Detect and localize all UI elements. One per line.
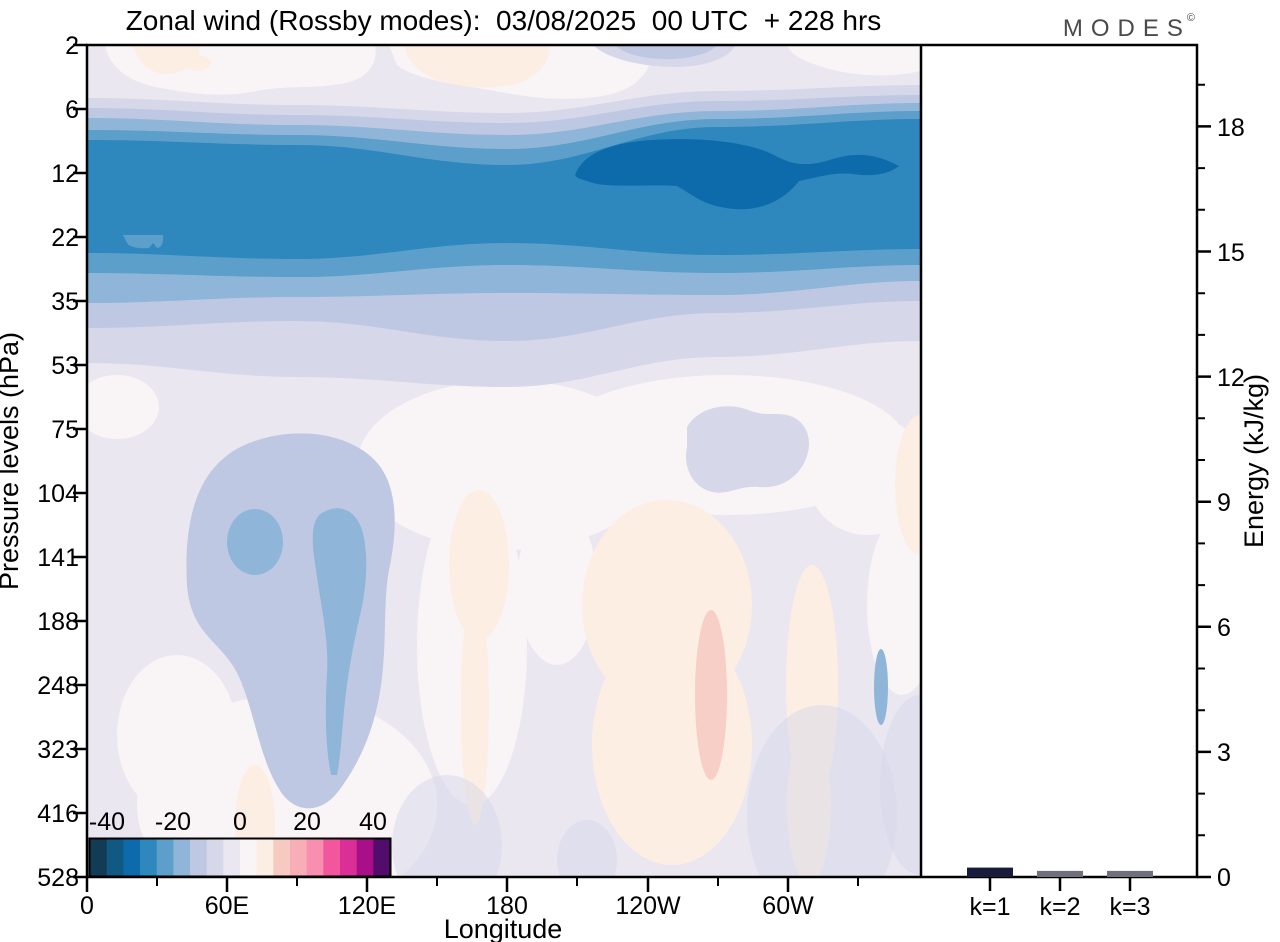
colorbar-tick-label: 40 [359, 808, 387, 836]
contour-jet-minimum [575, 139, 899, 210]
colorbar-cell [223, 839, 241, 876]
x-axis-title: Longitude [444, 914, 563, 942]
colorbar-cell [123, 839, 141, 876]
energy-bar [1037, 870, 1083, 877]
colorbar-cell [240, 839, 258, 876]
colorbar-cell [256, 839, 274, 876]
contour-white-region [87, 375, 159, 439]
pressure-tick-label: 53 [51, 352, 79, 380]
pressure-tick-label: 6 [65, 96, 79, 124]
contour-shadow [392, 775, 502, 877]
contour-white-pocket [787, 45, 920, 76]
contour-shadow [557, 820, 617, 877]
colorbar-cell [90, 839, 108, 876]
colorbar-cell [323, 839, 341, 876]
chart-title: Zonal wind (Rossby modes): 03/08/2025 00… [125, 5, 882, 36]
pressure-tick-label: 2 [65, 32, 79, 60]
contour-salmon-core [695, 610, 727, 780]
contour-plot [87, 45, 920, 877]
longitude-tick-label: 180 [486, 892, 528, 920]
energy-minor-ticks [1197, 83, 1205, 837]
contour-peach-column [449, 490, 509, 640]
pressure-tick-label: 22 [51, 224, 79, 252]
contour-blue-sliver [874, 649, 888, 725]
contour-neg-core [312, 508, 367, 775]
contour-peach-column [461, 585, 489, 825]
colorbar-cell [340, 839, 358, 876]
contour-periwinkle-blob [615, 45, 717, 60]
energy-tick-label: 3 [1217, 739, 1231, 767]
contour-white-region [517, 505, 597, 665]
longitude-tick-label: 60W [762, 892, 814, 920]
pressure-tick-label: 248 [37, 672, 79, 700]
modes-logo: MODES© [1020, 12, 1195, 43]
energy-major-ticks [1197, 125, 1211, 879]
contour-white-region [807, 415, 920, 535]
pressure-tick-label: 416 [37, 800, 79, 828]
contour-shadow [747, 705, 897, 877]
contour-peach-column [895, 415, 920, 555]
modes-logo-mark: © [1186, 12, 1195, 24]
colorbar-cell [273, 839, 291, 876]
colorbar-tick-label: 20 [293, 808, 321, 836]
contour-shadow [880, 695, 920, 875]
contour-peach-blob [183, 55, 211, 71]
colorbar-cell [173, 839, 191, 876]
pressure-tick-label: 35 [51, 288, 79, 316]
wavenumber-ticks [988, 877, 1132, 891]
energy-tick-label: 0 [1217, 864, 1231, 892]
colorbar-cell [156, 839, 174, 876]
wavenumber-label: k=1 [969, 893, 1010, 921]
colorbar-tick-label: -20 [155, 808, 191, 836]
plot-frame [85, 43, 1199, 879]
contour-neg-core [227, 509, 283, 575]
colorbar-cells [90, 839, 391, 876]
energy-tick-label: 9 [1217, 489, 1231, 517]
colorbar-cell [356, 839, 374, 876]
contour-peach-blob [405, 45, 550, 88]
colorbar-tick-label: -40 [89, 808, 125, 836]
colorbar-cell [373, 839, 391, 876]
colorbar-cell [290, 839, 308, 876]
contour-weak-pocket [123, 235, 164, 249]
longitude-major-ticks [85, 877, 790, 892]
pressure-tick-label: 323 [37, 736, 79, 764]
longitude-tick-label: 0 [80, 892, 94, 920]
colorbar-cell [106, 839, 124, 876]
pressure-ticks [73, 43, 87, 879]
longitude-minor-ticks [156, 877, 859, 886]
colorbar-cell [306, 839, 324, 876]
energy-tick-label: 12 [1217, 364, 1245, 392]
pressure-tick-label: 12 [51, 160, 79, 188]
colorbar-cell [206, 839, 224, 876]
energy-tick-label: 15 [1217, 239, 1245, 267]
energy-bar [967, 867, 1013, 877]
modes-logo-text: MODES [1062, 15, 1191, 42]
energy-axis-title: Energy (kJ/kg) [1239, 374, 1269, 548]
contour-white-region [117, 655, 237, 815]
colorbar-cell [190, 839, 208, 876]
y-axis-title: Pressure levels (hPa) [0, 332, 24, 590]
wavenumber-label: k=3 [1109, 893, 1150, 921]
energy-tick-label: 6 [1217, 614, 1231, 642]
longitude-tick-label: 120W [615, 892, 681, 920]
colorbar-tick-label: 0 [233, 808, 247, 836]
pressure-tick-label: 188 [37, 608, 79, 636]
longitude-tick-label: 60E [205, 892, 249, 920]
pressure-tick-label: 141 [37, 544, 79, 572]
colorbar-border [88, 837, 392, 878]
wavenumber-label: k=2 [1039, 893, 1080, 921]
pressure-tick-label: 75 [51, 416, 79, 444]
longitude-tick-label: 120E [338, 892, 396, 920]
contour-periwinkle-patch [685, 406, 809, 493]
pressure-tick-label: 528 [37, 864, 79, 892]
contour-peach-blob [133, 45, 200, 74]
energy-tick-label: 18 [1217, 114, 1245, 142]
energy-bar [1107, 870, 1153, 877]
pressure-tick-label: 104 [37, 480, 79, 508]
colorbar-cell [140, 839, 158, 876]
